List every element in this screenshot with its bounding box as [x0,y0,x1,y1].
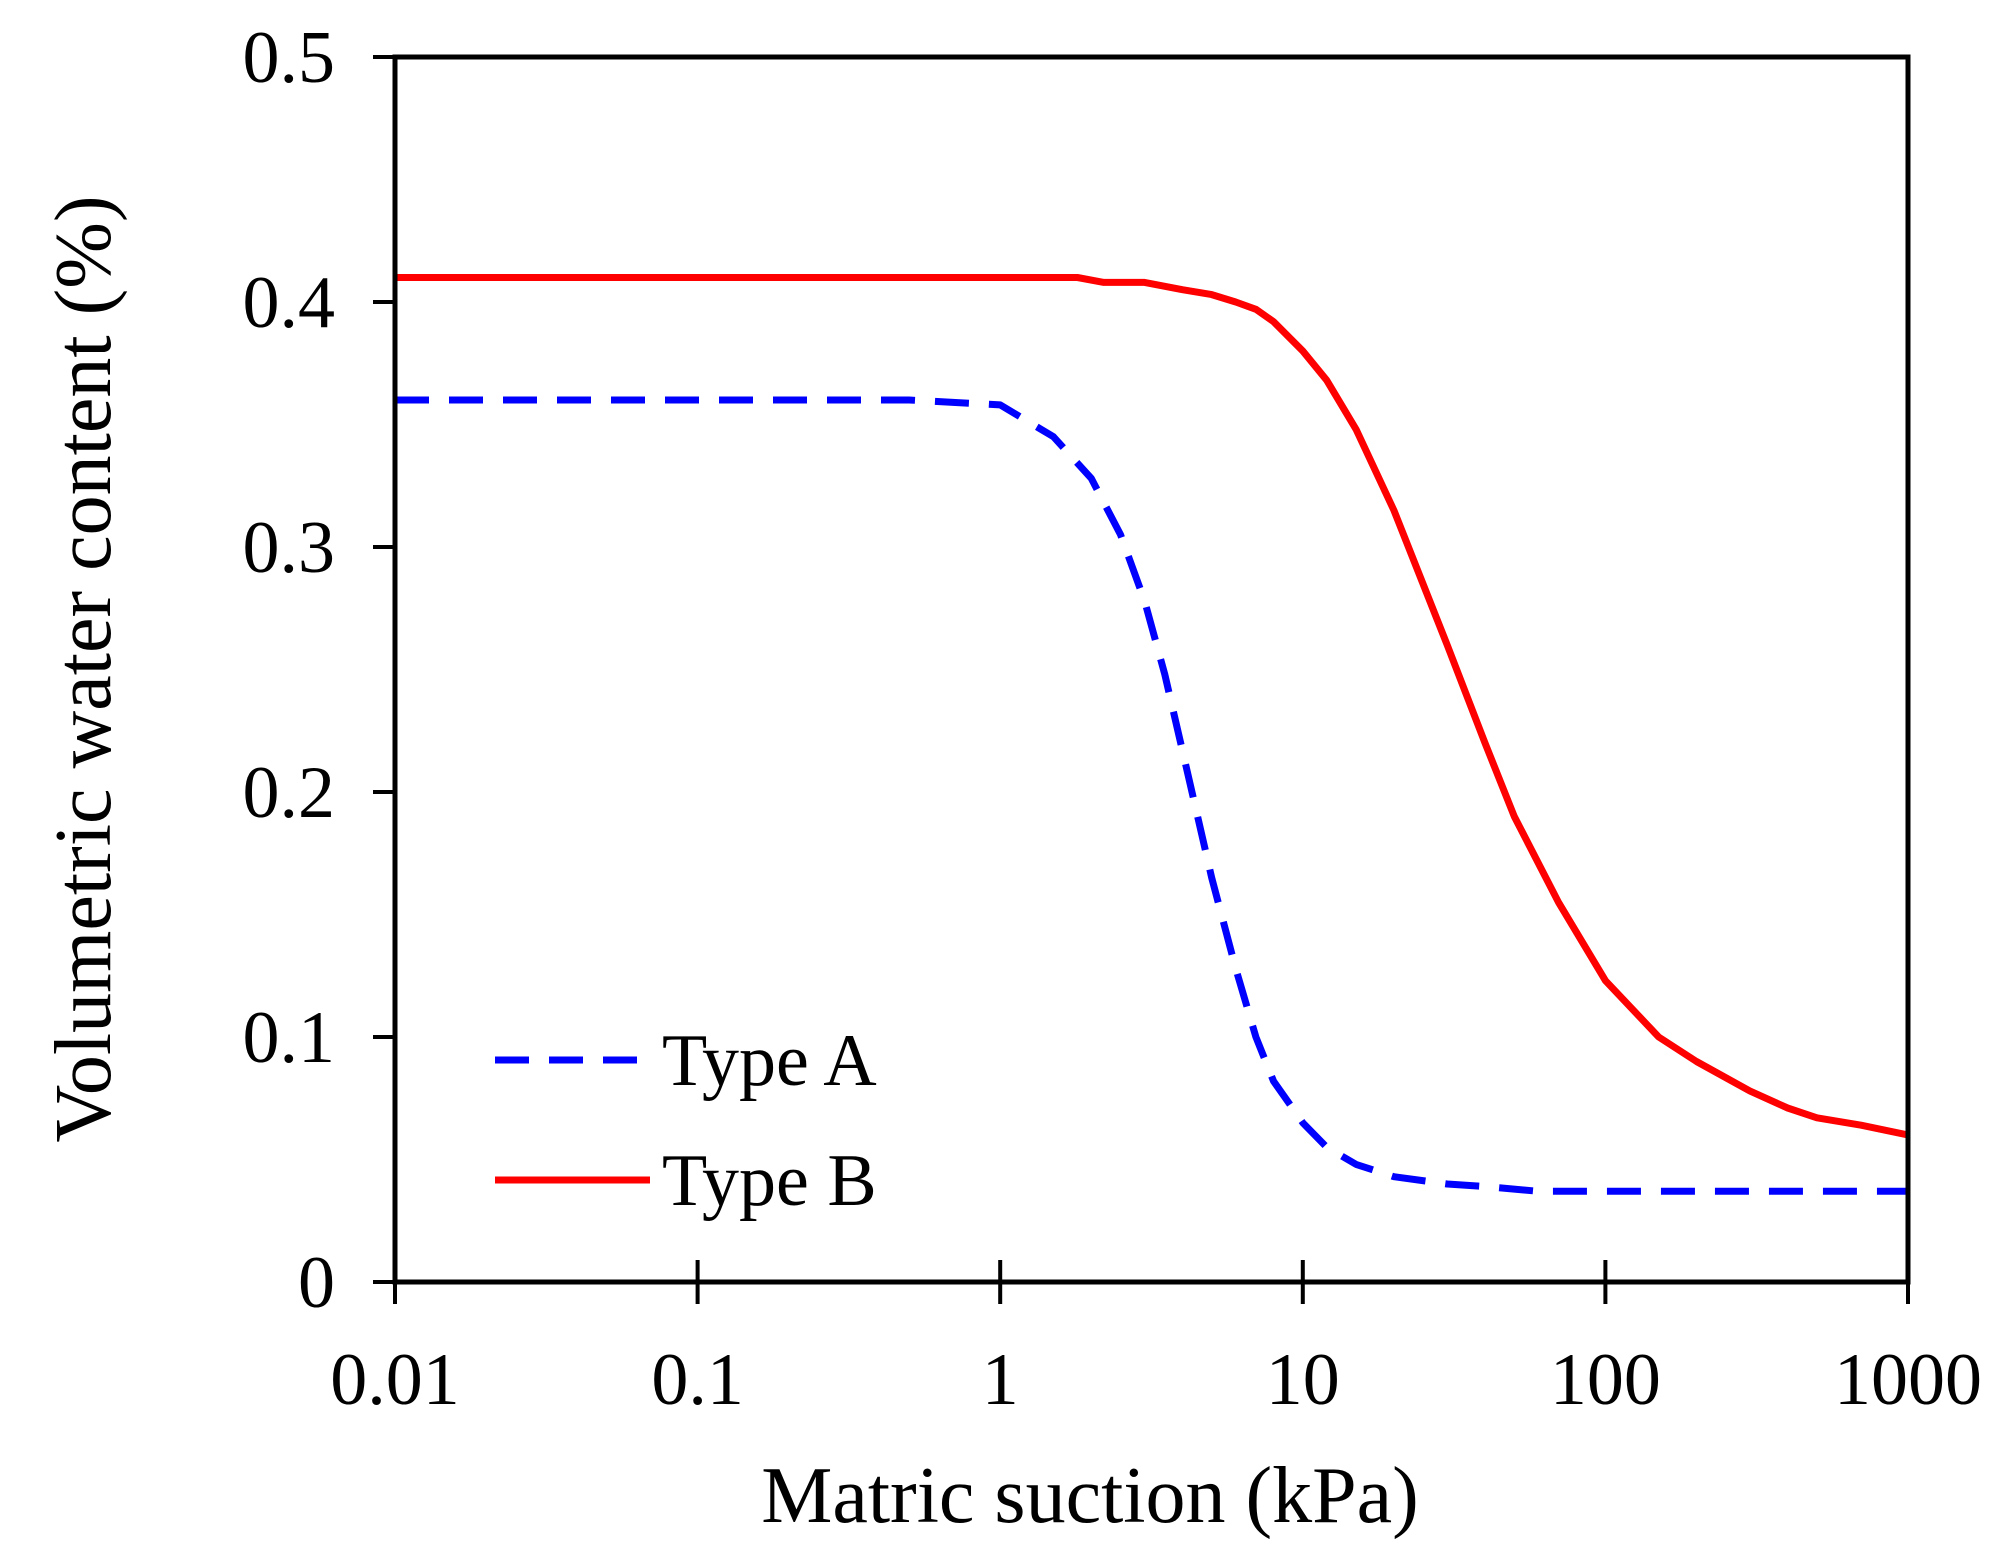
y-tick-label: 0.1 [243,997,336,1079]
x-tick-label: 0.1 [651,1339,744,1421]
x-tick-label: 100 [1550,1339,1661,1421]
y-tick-label: 0.2 [243,752,336,834]
y-tick-label: 0.4 [243,262,336,344]
series-line-type-a [395,396,1908,1195]
y-tick-label: 0.5 [243,17,336,99]
x-tick-label: 1 [982,1339,1019,1421]
x-tick-label: 1000 [1834,1339,1982,1421]
series-line-type-b [395,274,1909,1139]
x-tick-label: 10 [1266,1339,1340,1421]
legend: Type A Type B [495,1020,877,1222]
plot-area-frame [392,54,1911,1285]
y-tick-label: 0 [298,1242,335,1324]
y-axis-label: Volumetric water content (%) [40,195,128,1142]
x-axis-label: Matric suction (kPa) [761,1452,1419,1540]
y-tick-label: 0.3 [243,507,336,589]
series-layer [395,274,1909,1195]
x-tick-label: 0.01 [330,1339,460,1421]
axis-ticks: 0.01 0.1 1 10 100 1000 0 0.1 0.2 0.3 0.4 0.5 [243,17,1983,1421]
legend-label-type-a: Type A [662,1020,877,1102]
legend-label-type-b: Type B [662,1140,877,1222]
